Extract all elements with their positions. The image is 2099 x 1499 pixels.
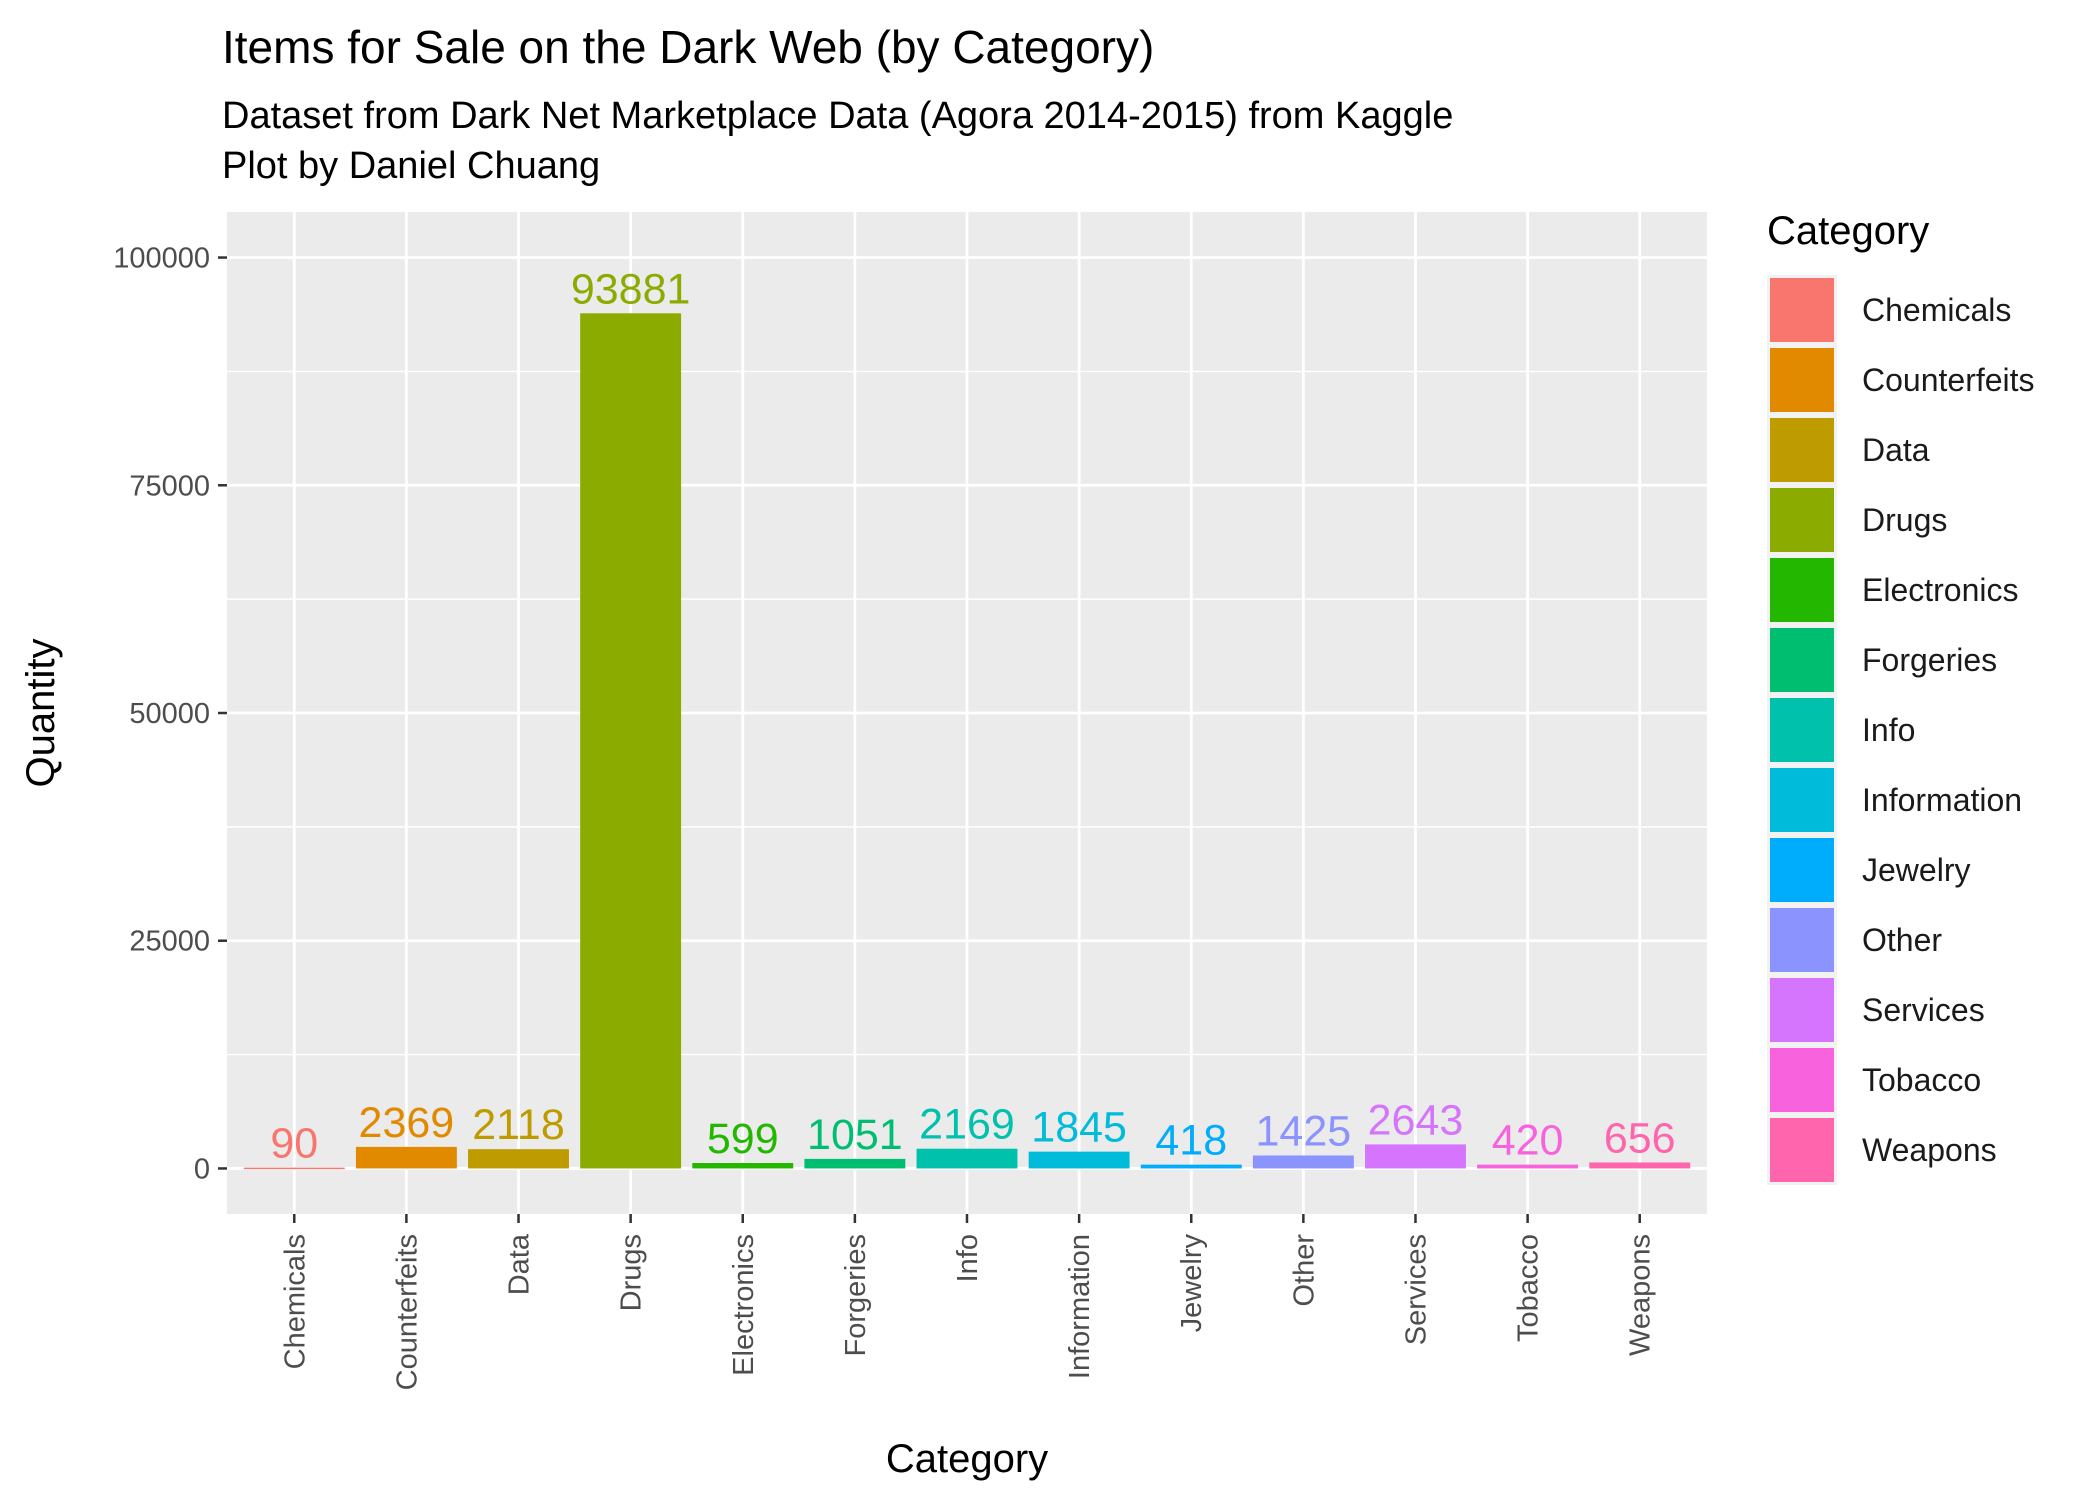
x-tick-label-data: Data (504, 1233, 536, 1295)
legend-key-chemicals (1770, 278, 1834, 342)
legend-key-data (1770, 418, 1834, 482)
legend-label-counterfeits: Counterfeits (1862, 362, 2035, 398)
value-labels: 90 2369 2118 93881 599 1051 2169 1845 418 1425 264… (270, 265, 1675, 1167)
value-label-other: 1425 (1256, 1107, 1352, 1155)
legend-title: Category (1767, 209, 1929, 253)
chart-title: Items for Sale on the Dark Web (by Categ… (222, 21, 1154, 73)
legend: Category Chemicals Counterfeits Data Drugs E… (1767, 209, 2035, 1185)
chart-subtitle-line-1: Dataset from Dark Net Marketplace Data (… (222, 95, 1453, 137)
y-tick-label: 25000 (129, 926, 210, 958)
bar-counterfeits (355, 1146, 457, 1169)
bars (243, 313, 1691, 1170)
legend-key-forgeries (1770, 628, 1834, 692)
legend-key-jewelry (1770, 838, 1834, 902)
value-label-data: 2118 (472, 1101, 564, 1149)
bar-other (1252, 1155, 1354, 1169)
value-label-drugs: 93881 (571, 265, 691, 313)
x-axis-title: Category (886, 1437, 1048, 1481)
bar-electronics (692, 1162, 794, 1169)
value-label-chemicals: 90 (270, 1120, 318, 1168)
x-tick-label-tobacco: Tobacco (1513, 1234, 1545, 1342)
y-tick-label: 50000 (129, 698, 210, 730)
x-tick-label-jewelry: Jewelry (1176, 1234, 1208, 1333)
legend-label-weapons: Weapons (1862, 1132, 1997, 1168)
x-tick-label-info: Info (952, 1234, 984, 1282)
bar-services (1365, 1144, 1466, 1169)
bar-weapons (1589, 1162, 1691, 1169)
bar-forgeries (804, 1158, 906, 1169)
x-axis: Chemicals Counterfeits Data Drugs Electronic… (279, 1214, 1657, 1390)
legend-key-other (1770, 908, 1834, 972)
y-tick-label: 100000 (113, 243, 210, 275)
value-label-jewelry: 418 (1155, 1117, 1227, 1165)
value-label-services: 2643 (1368, 1096, 1464, 1144)
x-tick-label-electronics: Electronics (728, 1234, 760, 1376)
legend-label-chemicals: Chemicals (1862, 292, 2011, 328)
bar-data (468, 1149, 569, 1169)
value-label-weapons: 656 (1604, 1114, 1676, 1162)
y-tick-label: 0 (194, 1153, 210, 1185)
legend-label-services: Services (1862, 992, 1985, 1028)
legend-label-forgeries: Forgeries (1862, 642, 1997, 678)
chart-subtitle-line-2: Plot by Daniel Chuang (222, 145, 600, 187)
legend-label-other: Other (1862, 922, 1942, 958)
legend-label-info: Info (1862, 712, 1915, 748)
value-label-forgeries: 1051 (807, 1111, 903, 1159)
value-label-counterfeits: 2369 (359, 1099, 455, 1147)
legend-key-information (1770, 768, 1834, 832)
bar-jewelry (1140, 1164, 1242, 1169)
x-tick-label-drugs: Drugs (616, 1234, 648, 1311)
x-tick-label-forgeries: Forgeries (840, 1234, 872, 1357)
legend-label-jewelry: Jewelry (1862, 852, 1970, 888)
legend-key-info (1770, 698, 1834, 762)
x-tick-label-chemicals: Chemicals (279, 1234, 311, 1369)
bar-information (1028, 1151, 1130, 1169)
x-tick-label-information: Information (1064, 1234, 1096, 1379)
bar-drugs (580, 313, 682, 1169)
bar-tobacco (1477, 1164, 1579, 1169)
legend-key-counterfeits (1770, 348, 1834, 412)
y-axis-title: Quantity (19, 639, 63, 788)
legend-label-drugs: Drugs (1862, 502, 1947, 538)
legend-key-electronics (1770, 558, 1834, 622)
bar-chemicals (243, 1167, 345, 1170)
legend-label-data: Data (1862, 432, 1930, 468)
legend-key-drugs (1770, 488, 1834, 552)
bar-info (916, 1148, 1018, 1169)
legend-label-electronics: Electronics (1862, 572, 2019, 608)
legend-key-services (1770, 978, 1834, 1042)
x-tick-label-other: Other (1288, 1234, 1320, 1307)
value-label-info: 2169 (919, 1101, 1015, 1149)
value-label-electronics: 599 (707, 1115, 779, 1163)
legend-key-weapons (1770, 1118, 1834, 1182)
grid-major (227, 212, 1707, 1214)
y-tick-label: 75000 (129, 470, 210, 502)
value-label-tobacco: 420 (1492, 1117, 1564, 1165)
legend-key-tobacco (1770, 1048, 1834, 1112)
legend-label-tobacco: Tobacco (1862, 1062, 1981, 1098)
value-label-information: 1845 (1031, 1104, 1127, 1152)
x-tick-label-services: Services (1400, 1234, 1432, 1345)
x-tick-label-weapons: Weapons (1625, 1234, 1657, 1356)
legend-label-information: Information (1862, 782, 2022, 818)
y-axis: 0 25000 50000 75000 100000 (113, 243, 227, 1185)
x-tick-label-counterfeits: Counterfeits (391, 1234, 423, 1390)
